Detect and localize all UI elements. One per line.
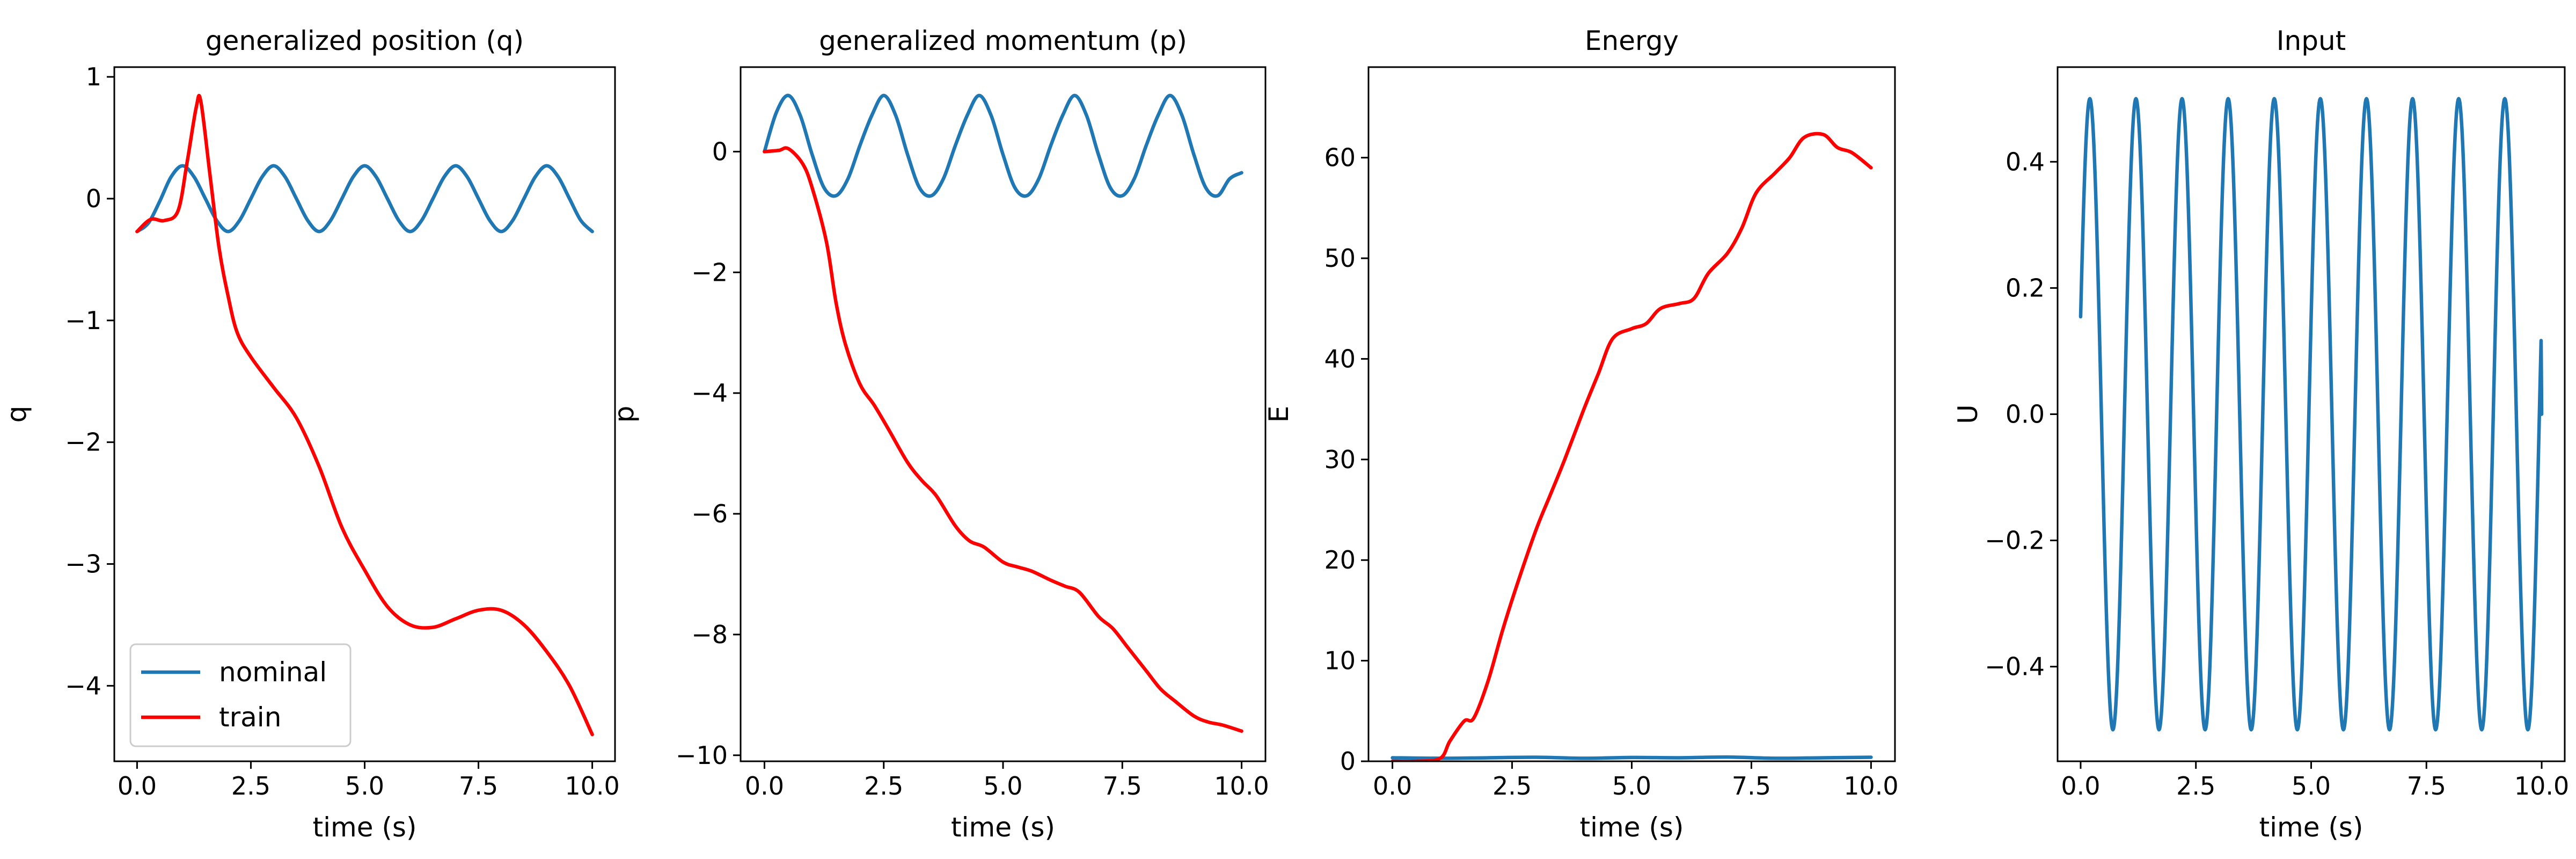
x-tick-label: 7.5 bbox=[2407, 771, 2446, 800]
series-line-nominal bbox=[763, 93, 1243, 198]
chart-panel-1: 0.0 2.5 5.0 7.5 10.0 1 0 −1 −2 −3 −4 generalized po… bbox=[1, 25, 620, 843]
y-tick-label: −8 bbox=[691, 620, 728, 649]
series-line-nominal bbox=[135, 164, 594, 234]
chart-panel-4: 0.0 2.5 5.0 7.5 10.0 0.4 0.2 0.0 −0.2 −0.4 Input ti… bbox=[1952, 25, 2569, 843]
x-tick-label: 0.0 bbox=[2061, 771, 2100, 800]
y-tick-label: 10 bbox=[1324, 646, 1356, 675]
y-axis-label: E bbox=[1263, 406, 1294, 423]
y-tick-label: −4 bbox=[65, 671, 101, 700]
chart-title: generalized position (q) bbox=[206, 25, 524, 56]
x-tick-label: 5.0 bbox=[983, 771, 1022, 800]
chart-panel-2: 0.0 2.5 5.0 7.5 10.0 0 −2 −4 −6 −8 −10 generalized … bbox=[609, 25, 1269, 843]
x-axis-label: time (s) bbox=[2259, 812, 2363, 843]
series-line-input bbox=[2079, 97, 2544, 732]
y-tick-label: 1 bbox=[86, 62, 101, 91]
y-tick-label: 40 bbox=[1324, 344, 1356, 373]
x-tick-label: 7.5 bbox=[459, 771, 498, 800]
x-tick-label: 5.0 bbox=[345, 771, 384, 800]
series-line-nominal bbox=[1391, 755, 1873, 760]
x-tick-label: 10.0 bbox=[1843, 771, 1898, 800]
y-tick-label: −10 bbox=[676, 741, 728, 770]
series-line-train bbox=[135, 93, 594, 737]
y-tick-label: 0 bbox=[86, 184, 101, 213]
y-tick-label: −2 bbox=[691, 258, 728, 287]
chart-panel-3: 0.0 2.5 5.0 7.5 10.0 0 10 20 30 40 50 60 Energy time … bbox=[1263, 25, 1899, 843]
y-tick-label: −3 bbox=[65, 550, 101, 579]
x-tick-label: 2.5 bbox=[1492, 771, 1532, 800]
chart-title: Input bbox=[2277, 25, 2346, 56]
y-tick-label: −4 bbox=[691, 378, 728, 407]
x-tick-label: 5.0 bbox=[1612, 771, 1651, 800]
y-tick-label: −0.4 bbox=[1985, 652, 2045, 681]
x-tick-label: 0.0 bbox=[1373, 771, 1412, 800]
x-axis-label: time (s) bbox=[1580, 812, 1684, 843]
y-tick-label: −0.2 bbox=[1985, 526, 2045, 555]
y-axis-label: U bbox=[1952, 404, 1984, 424]
x-tick-label: 7.5 bbox=[1103, 771, 1142, 800]
x-tick-label: 10.0 bbox=[2514, 771, 2569, 800]
y-tick-label: 20 bbox=[1324, 545, 1356, 574]
y-tick-label: −2 bbox=[65, 428, 101, 457]
y-tick-label: 0 bbox=[712, 137, 728, 166]
x-axis-label: time (s) bbox=[313, 812, 417, 843]
x-axis-label: time (s) bbox=[951, 812, 1055, 843]
series-line-train bbox=[763, 146, 1243, 733]
y-tick-label: 0.2 bbox=[2006, 273, 2045, 302]
y-tick-label: 50 bbox=[1324, 244, 1356, 273]
x-tick-label: 10.0 bbox=[1214, 771, 1269, 800]
x-tick-label: 0.0 bbox=[118, 771, 157, 800]
y-axis-label: p bbox=[609, 406, 640, 423]
x-tick-label: 2.5 bbox=[2176, 771, 2215, 800]
y-tick-label: 0 bbox=[1340, 747, 1356, 776]
series-line-train bbox=[1391, 132, 1873, 761]
y-axis-label: q bbox=[1, 406, 32, 423]
plot-frame bbox=[2057, 66, 2566, 762]
legend-label-train: train bbox=[219, 702, 281, 733]
y-tick-label: −6 bbox=[691, 499, 728, 528]
y-tick-label: −1 bbox=[65, 306, 101, 335]
x-tick-label: 7.5 bbox=[1732, 771, 1771, 800]
y-tick-label: 60 bbox=[1324, 143, 1356, 172]
x-tick-label: 0.0 bbox=[745, 771, 784, 800]
chart-title: generalized momentum (p) bbox=[819, 25, 1187, 56]
legend-label-nominal: nominal bbox=[219, 657, 327, 688]
y-tick-label: 0.0 bbox=[2006, 400, 2045, 429]
y-tick-label: 0.4 bbox=[2006, 147, 2045, 176]
plot-frame bbox=[1367, 66, 1896, 762]
chart-title: Energy bbox=[1585, 25, 1679, 56]
x-tick-label: 2.5 bbox=[864, 771, 903, 800]
x-tick-label: 10.0 bbox=[565, 771, 619, 800]
x-tick-label: 5.0 bbox=[2292, 771, 2331, 800]
legend-box bbox=[129, 643, 352, 747]
y-tick-label: 30 bbox=[1324, 445, 1356, 474]
x-tick-label: 2.5 bbox=[231, 771, 270, 800]
